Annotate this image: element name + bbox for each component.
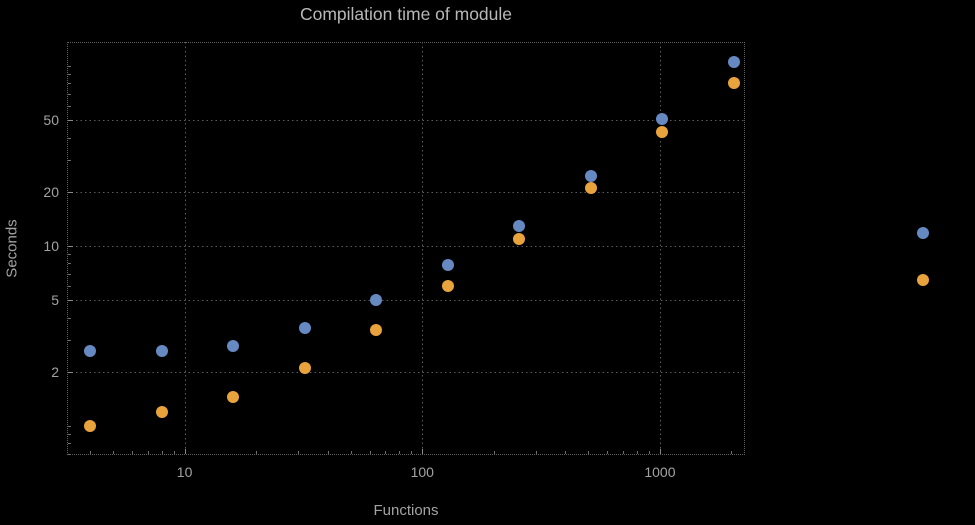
x-major-tick [422, 449, 424, 454]
x-minor-tick [131, 451, 133, 454]
gridline-x-10 [184, 42, 186, 455]
x-minor-tick [147, 451, 149, 454]
y-minor-tick [68, 273, 71, 275]
x-minor-tick [588, 451, 590, 454]
x-minor-tick [90, 451, 92, 454]
x-tick-label: 100 [410, 464, 434, 480]
chart-title: Compilation time of module [299, 4, 513, 24]
data-point-series-2 [656, 126, 669, 138]
y-major-tick [68, 371, 73, 373]
y-minor-tick [68, 254, 71, 256]
y-tick-label: 20 [43, 183, 59, 200]
data-point-series-2 [370, 324, 383, 337]
y-major-tick [68, 300, 73, 302]
y-minor-tick [68, 453, 71, 455]
gridline-y-20 [67, 191, 745, 193]
x-minor-tick [369, 451, 371, 454]
y-minor-tick [68, 93, 71, 95]
y-tick-label: 10 [43, 238, 59, 254]
data-point-series-2 [727, 77, 740, 90]
y-minor-tick [68, 285, 71, 287]
data-point-series-2 [513, 232, 526, 245]
data-point-series-1 [84, 345, 97, 358]
x-major-tick [184, 449, 186, 454]
y-tick-label: 5 [51, 292, 59, 309]
y-major-tick [68, 120, 73, 122]
y-major-tick [68, 191, 73, 193]
data-point-series-1 [584, 169, 597, 182]
y-minor-tick [68, 160, 71, 162]
x-minor-tick [649, 451, 651, 454]
y-axis-label: Seconds [3, 219, 21, 278]
gridline-y-2 [67, 371, 745, 373]
y-minor-tick [68, 434, 71, 436]
legend-marker-series-2 [917, 274, 929, 286]
x-minor-tick [411, 451, 413, 454]
y-minor-tick [68, 105, 71, 107]
x-minor-tick [493, 451, 495, 454]
y-minor-tick [68, 66, 71, 68]
data-point-series-2 [84, 419, 97, 432]
x-minor-tick [623, 451, 625, 454]
x-minor-tick [607, 451, 609, 454]
x-minor-tick [113, 451, 115, 454]
gridline-y-50 [67, 120, 745, 122]
x-minor-tick [173, 451, 175, 454]
data-point-series-1 [441, 259, 454, 272]
data-point-series-1 [513, 219, 526, 232]
x-axis-label: Functions [373, 502, 439, 519]
gridline-y-10 [67, 246, 745, 247]
y-minor-tick [68, 317, 71, 319]
x-minor-tick [350, 451, 352, 454]
x-minor-tick [385, 451, 387, 454]
y-major-tick [68, 246, 73, 247]
y-minor-tick [68, 425, 71, 427]
x-minor-tick [731, 451, 733, 454]
x-tick-label: 10 [176, 464, 193, 480]
x-minor-tick [327, 451, 329, 454]
y-minor-tick [68, 340, 71, 342]
data-point-series-2 [441, 279, 454, 292]
data-point-series-1 [370, 294, 383, 307]
data-point-series-2 [155, 405, 168, 418]
x-minor-tick [298, 451, 299, 454]
gridline-x-100 [422, 42, 424, 455]
legend-marker-series-1 [917, 227, 929, 239]
data-point-series-1 [727, 56, 740, 69]
plot-area [67, 42, 745, 455]
data-point-series-1 [227, 339, 240, 352]
y-minor-tick [68, 137, 71, 139]
x-minor-tick [399, 451, 401, 454]
y-tick-label: 2 [51, 363, 59, 380]
y-minor-tick [68, 263, 71, 265]
x-minor-tick [256, 451, 258, 454]
data-point-series-1 [656, 112, 669, 125]
x-minor-tick [535, 451, 537, 454]
x-tick-label: 1000 [644, 464, 676, 480]
y-tick-label: 50 [43, 112, 59, 129]
y-minor-tick [68, 83, 71, 85]
y-minor-tick [68, 443, 71, 445]
gridline-x-1000 [659, 42, 661, 455]
y-minor-tick [68, 74, 71, 76]
x-minor-tick [565, 451, 567, 454]
x-minor-tick [161, 451, 163, 454]
data-point-series-2 [298, 362, 311, 374]
data-point-series-2 [227, 390, 240, 403]
data-point-series-1 [155, 345, 168, 358]
data-point-series-2 [584, 182, 597, 195]
gridline-y-5 [67, 300, 745, 302]
x-major-tick [659, 449, 661, 454]
data-point-series-1 [298, 322, 311, 335]
x-minor-tick [636, 451, 638, 454]
